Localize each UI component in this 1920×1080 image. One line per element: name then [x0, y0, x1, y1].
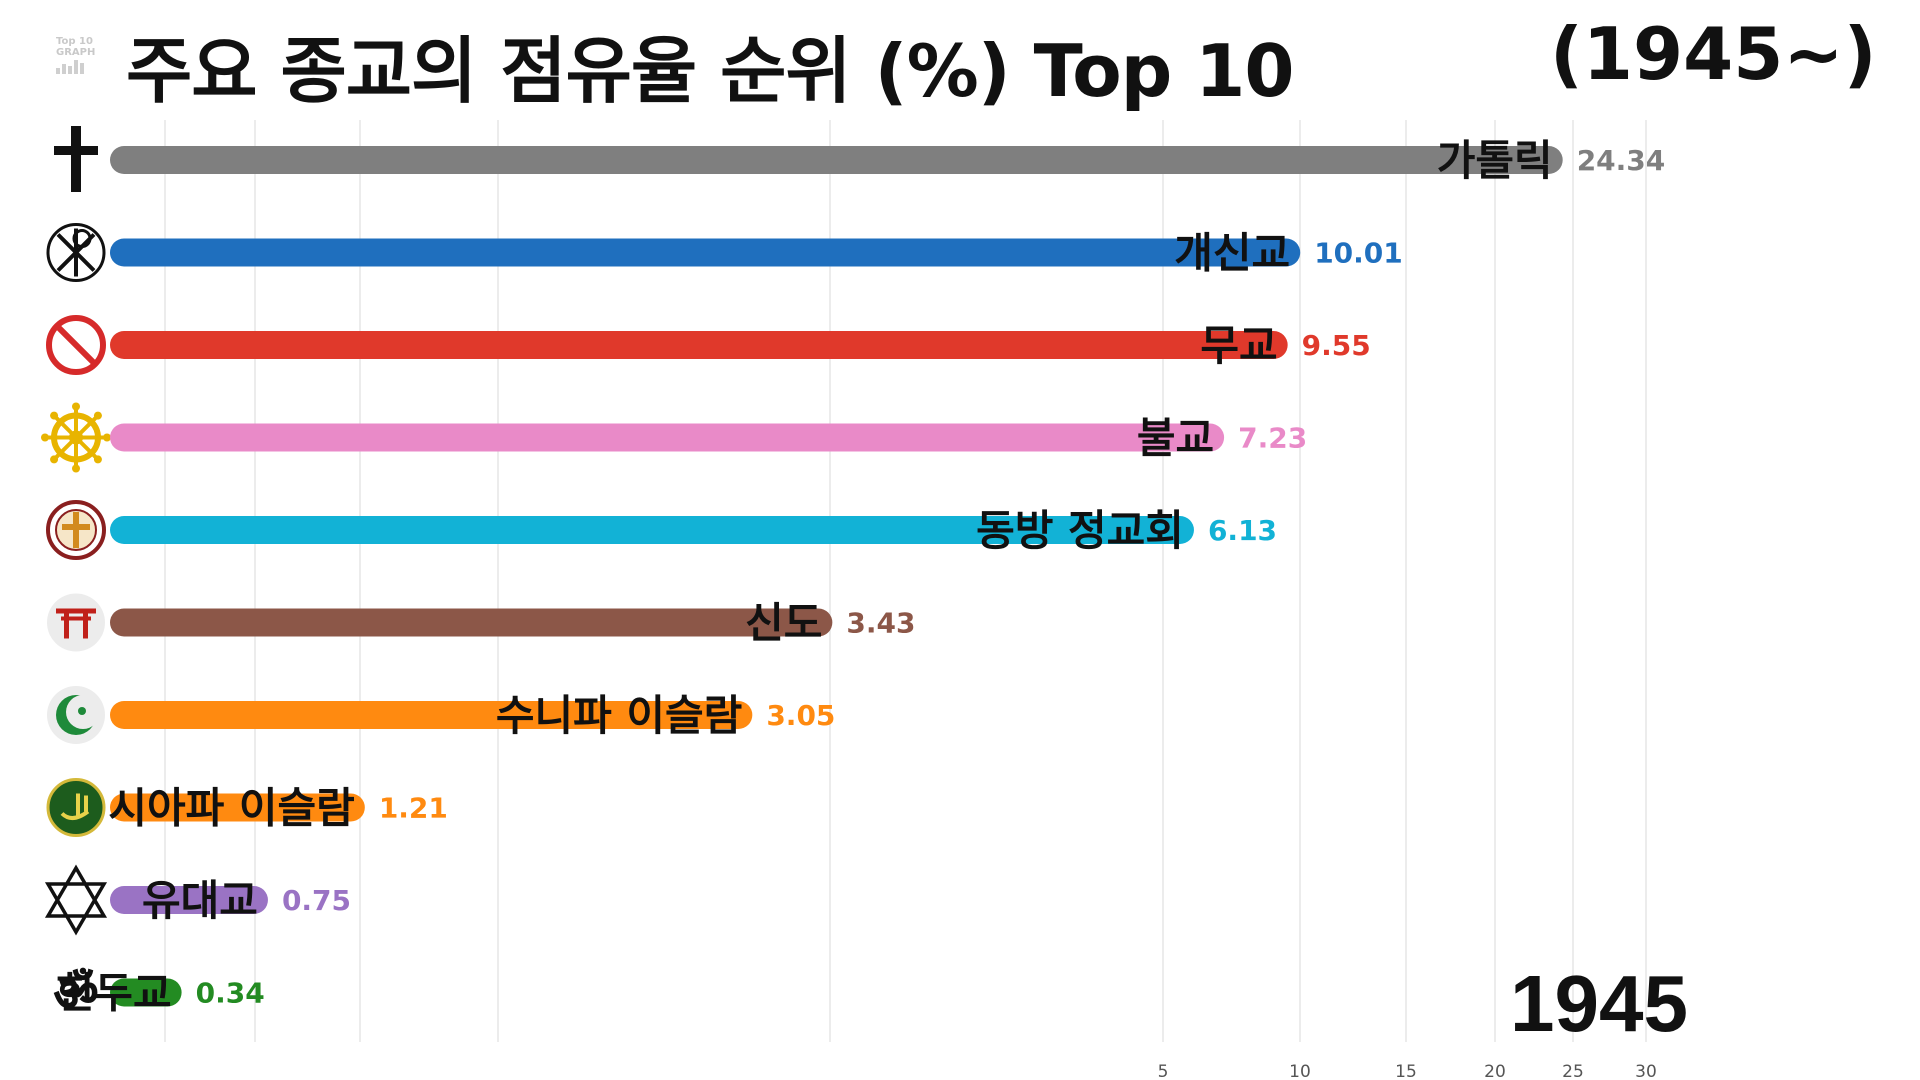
latin-cross-icon [54, 126, 98, 192]
category-label: 동방 정교회 [976, 506, 1184, 555]
bar [110, 238, 1301, 267]
category-label: 힌두교 [56, 969, 172, 1018]
logo-bars-icon [56, 60, 98, 74]
bar [110, 978, 182, 1007]
dharma-wheel-icon [41, 402, 111, 473]
chi-rho-icon [46, 223, 106, 282]
om-icon: ॐ [53, 965, 99, 1023]
value-label: 7.23 [1238, 422, 1307, 455]
bar [110, 793, 365, 822]
category-label: 시아파 이슬람 [108, 784, 354, 833]
value-label: 1.21 [379, 792, 448, 825]
value-label: 0.34 [196, 977, 265, 1010]
bar [110, 146, 1563, 174]
bar [110, 516, 1194, 544]
year-label: 1945 [1510, 959, 1688, 1048]
bar [110, 886, 268, 914]
category-label: 무교 [1200, 321, 1277, 370]
category-label: 불교 [1137, 414, 1214, 463]
x-tick-label: 10 [1289, 1062, 1311, 1080]
chart-title: 주요 종교의 점유율 순위 (%) Top 10 [126, 29, 1295, 113]
bar [110, 331, 1288, 359]
value-label: 3.43 [846, 607, 915, 640]
period-label: (1945~) [1550, 12, 1877, 96]
value-label: 10.01 [1314, 237, 1403, 270]
x-tick-label: 5 [1158, 1062, 1169, 1080]
bar [110, 701, 753, 729]
value-label: 9.55 [1302, 329, 1371, 362]
channel-logo: Top 10 GRAPH [56, 36, 98, 84]
bar [110, 608, 833, 637]
category-label: 가톨릭 [1437, 136, 1553, 185]
star-of-david-icon [44, 864, 108, 936]
x-tick-label: 20 [1484, 1062, 1506, 1080]
category-label: 신도 [745, 599, 822, 648]
ali-calligraphy-icon [46, 778, 106, 837]
svg-text:ॐ: ॐ [53, 965, 99, 1023]
category-label: 수니파 이슬람 [496, 691, 742, 740]
category-label: 유대교 [142, 876, 258, 925]
value-label: 0.75 [282, 884, 351, 917]
bar [110, 423, 1225, 452]
x-tick-label: 30 [1635, 1062, 1657, 1080]
x-tick-label: 25 [1562, 1062, 1584, 1080]
orthodox-cross-icon [46, 500, 106, 560]
crescent-star-icon [47, 686, 105, 744]
no-religion-icon [46, 315, 106, 375]
logo-line-2: GRAPH [56, 47, 96, 58]
category-label: 개신교 [1174, 229, 1290, 278]
x-tick-label: 15 [1395, 1062, 1417, 1080]
value-label: 6.13 [1208, 514, 1277, 547]
torii-gate-icon [47, 593, 105, 652]
value-label: 24.34 [1577, 144, 1666, 177]
value-label: 3.05 [766, 699, 835, 732]
logo-line-1: Top 10 [56, 36, 93, 47]
